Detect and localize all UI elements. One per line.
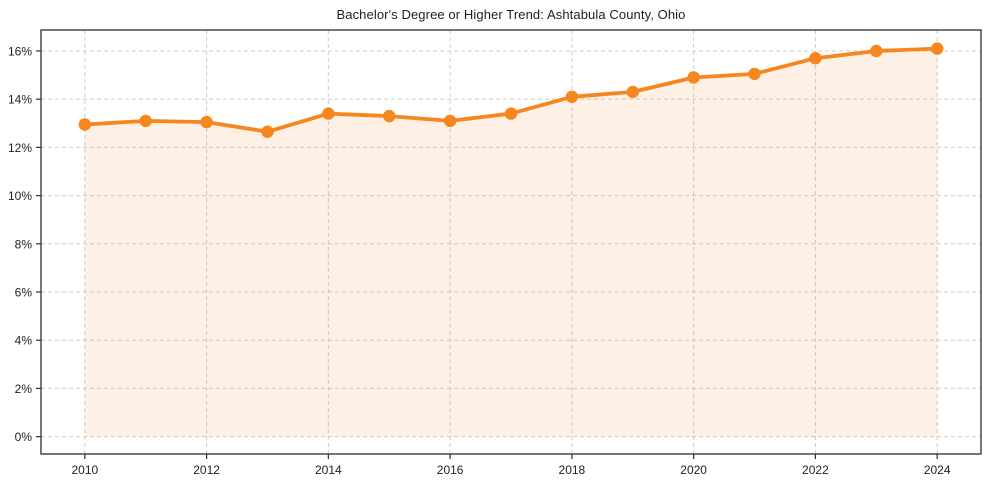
gridlines — [41, 30, 981, 454]
axis-ticks: 0% 2% 4% 6% 8% 10% 12% 14% 16% 2010 2012 2014 2016 20… — [8, 44, 951, 477]
data-point-marker — [870, 44, 883, 58]
data-point-marker — [261, 125, 274, 138]
data-point-marker — [383, 109, 396, 123]
data-point-marker — [322, 107, 335, 120]
data-point-marker — [565, 90, 579, 104]
data-points — [78, 42, 944, 138]
x-tick-label: 2010 — [71, 463, 98, 477]
x-tick-label: 2022 — [802, 463, 829, 477]
y-tick-label: 16% — [8, 44, 32, 58]
y-tick-label: 10% — [8, 189, 32, 203]
y-tick-label: 0% — [15, 430, 33, 444]
x-tick-label: 2020 — [680, 463, 707, 477]
data-point-marker — [626, 85, 639, 99]
y-tick-label: 12% — [8, 141, 32, 155]
x-tick-label: 2016 — [437, 463, 464, 477]
y-tick-label: 4% — [15, 334, 33, 348]
x-tick-label: 2024 — [924, 463, 951, 477]
x-tick-label: 2018 — [559, 463, 586, 477]
y-tick-label: 8% — [15, 237, 33, 251]
data-point-marker — [504, 107, 518, 120]
x-tick-label: 2012 — [193, 463, 220, 477]
y-tick-label: 14% — [8, 93, 32, 107]
data-point-marker — [931, 42, 944, 55]
data-point-marker — [139, 114, 152, 128]
data-point-marker — [687, 71, 700, 84]
y-tick-label: 6% — [15, 286, 33, 300]
x-tick-label: 2014 — [315, 463, 342, 477]
data-point-marker — [200, 115, 213, 129]
area-fill — [84, 48, 938, 437]
y-tick-label: 2% — [15, 382, 33, 396]
data-point-marker — [809, 52, 822, 65]
data-point-marker — [78, 118, 92, 131]
data-point-marker — [748, 67, 761, 81]
data-point-marker — [443, 114, 457, 128]
plot-border — [40, 29, 982, 455]
chart-title: Bachelor's Degree or Higher Trend: Ashta… — [336, 7, 686, 22]
